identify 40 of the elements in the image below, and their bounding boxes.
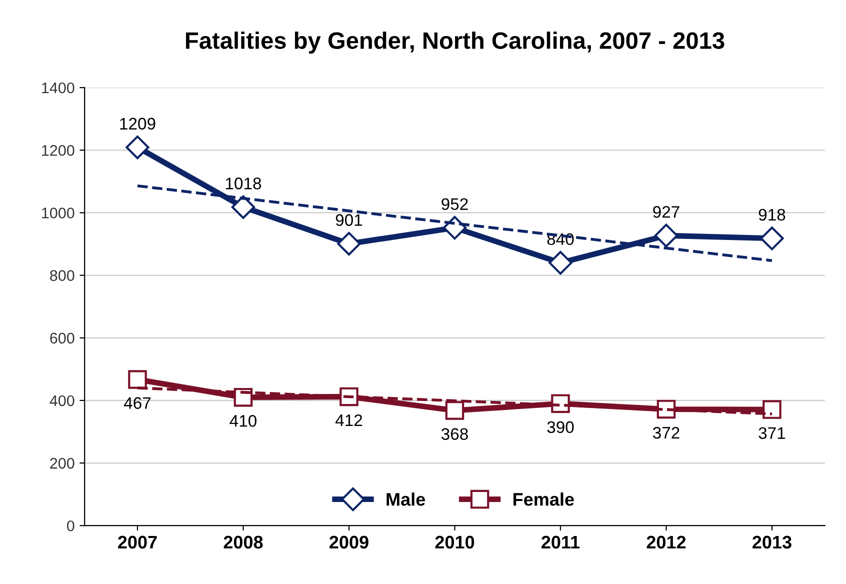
point — [548, 250, 572, 275]
data-label: 467 — [124, 397, 151, 409]
point — [340, 387, 358, 406]
y-tick-label: 600 — [50, 332, 74, 344]
point — [128, 370, 147, 389]
point — [337, 232, 361, 256]
data-label: 368 — [441, 428, 468, 440]
y-tick-label: 200 — [50, 458, 74, 469]
y-tick-label: 1200 — [42, 145, 74, 156]
data-label: 927 — [653, 206, 680, 218]
y-tick-label: 1400 — [42, 82, 74, 94]
x-tick-label: 2010 — [435, 536, 474, 549]
point — [231, 195, 256, 219]
legend-label: Female — [514, 492, 574, 506]
data-label: 412 — [335, 414, 362, 426]
data-label: 371 — [758, 427, 786, 440]
y-tick-label: 0 — [66, 520, 74, 532]
y-tick-label: 800 — [50, 270, 74, 281]
y-tick-label: 1000 — [42, 208, 74, 218]
data-label: 1018 — [226, 178, 262, 190]
data-label: 918 — [758, 208, 786, 221]
x-tick-label: 2009 — [330, 536, 368, 549]
x-tick-label: 2008 — [224, 536, 263, 549]
data-label: 390 — [547, 421, 574, 434]
point — [126, 136, 150, 160]
x-tick-label: 2007 — [118, 536, 157, 549]
point — [762, 400, 782, 419]
y-tick-label: 400 — [50, 395, 74, 406]
data-label: 901 — [336, 214, 362, 226]
data-label: 1209 — [120, 118, 156, 130]
data-label: 410 — [230, 415, 256, 427]
chart-title: Fatalities by Gender, North Carolina, 2007 - 2013 — [186, 32, 724, 54]
data-label: 372 — [652, 426, 680, 439]
point — [445, 401, 464, 420]
x-tick-label: 2011 — [542, 536, 580, 549]
x-tick-label: 2012 — [646, 536, 686, 549]
data-label: 952 — [442, 198, 468, 210]
x-tick-label: 2013 — [752, 536, 792, 549]
legend-label: Male — [386, 492, 426, 506]
point — [760, 226, 784, 250]
